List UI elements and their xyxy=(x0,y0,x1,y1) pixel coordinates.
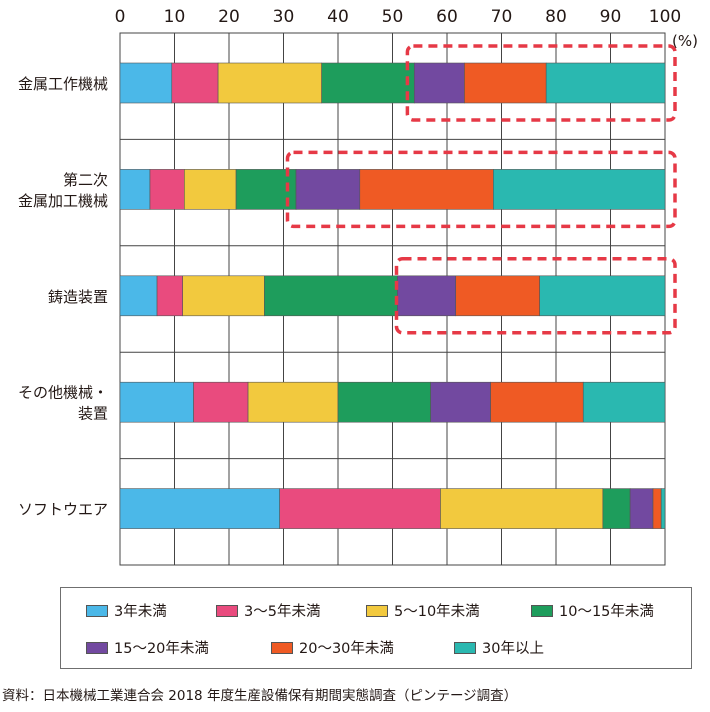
bar-segment xyxy=(321,62,415,104)
legend-item-20-30yr: 20〜30年未満 xyxy=(271,637,394,658)
highlight-box xyxy=(405,44,677,122)
bar-segment xyxy=(217,62,322,104)
legend-swatch xyxy=(366,604,388,617)
category-label: 金属工作機械 xyxy=(18,75,108,93)
legend-label: 5〜10年未満 xyxy=(394,604,480,620)
bar-segment xyxy=(545,62,666,104)
legend-swatch xyxy=(531,604,553,617)
bar-segment xyxy=(119,275,158,317)
legend-item-10-15yr: 10〜15年未満 xyxy=(531,600,654,621)
x-tick-label: 30 xyxy=(273,7,295,27)
x-tick-label: 70 xyxy=(491,7,513,27)
bar-segment xyxy=(660,488,666,529)
bar-segment xyxy=(337,381,431,423)
bar-segment xyxy=(455,275,540,317)
bar-segment xyxy=(184,169,237,210)
bar-segment xyxy=(119,488,280,529)
legend-label: 3〜5年未満 xyxy=(244,604,321,620)
legend-label: 20〜30年未満 xyxy=(299,641,394,657)
x-tick-label: 80 xyxy=(545,7,567,27)
bar-segment xyxy=(279,488,441,529)
bar-segment xyxy=(247,381,339,423)
bar-segment xyxy=(490,381,584,423)
bar-segment xyxy=(156,275,183,317)
legend-swatch xyxy=(271,641,293,654)
x-tick-label: 100 xyxy=(649,7,681,27)
bar-segment xyxy=(440,488,604,529)
legend-item-5-10yr: 5〜10年未満 xyxy=(366,600,480,621)
x-tick-label: 20 xyxy=(218,7,240,27)
legend-swatch xyxy=(454,641,476,654)
bar-segment xyxy=(397,275,457,317)
legend-label: 15〜20年未満 xyxy=(114,641,209,657)
bar-segment xyxy=(119,62,173,104)
bar-segment xyxy=(582,381,666,423)
category-label: その他機械・ xyxy=(18,384,108,402)
bar-segment xyxy=(119,169,151,210)
axis-unit-label: (%) xyxy=(672,32,698,50)
bar-segment xyxy=(295,169,361,210)
legend-swatch xyxy=(216,604,238,617)
x-tick-label: 40 xyxy=(327,7,349,27)
legend-item-15-20yr: 15〜20年未満 xyxy=(86,637,209,658)
legend-label: 3年未満 xyxy=(114,604,167,620)
x-tick-label: 10 xyxy=(164,7,186,27)
legend-label: 30年以上 xyxy=(482,641,544,657)
category-label: 金属加工機械 xyxy=(18,192,108,210)
legend-swatch xyxy=(86,604,108,617)
bar-segment xyxy=(413,62,465,104)
legend-swatch xyxy=(86,641,108,654)
bar-segment xyxy=(493,169,666,210)
bar-segment xyxy=(539,275,666,317)
bar-segment xyxy=(602,488,631,529)
chart-legend: 3年未満 3〜5年未満 5〜10年未満 10〜15年未満 15〜20年未満 20… xyxy=(60,587,692,669)
legend-item-3yr: 3年未満 xyxy=(86,600,167,621)
x-tick-label: 50 xyxy=(382,7,404,27)
category-label: 第二次 xyxy=(63,171,108,189)
legend-item-30yr-plus: 30年以上 xyxy=(454,637,544,658)
bar-segment xyxy=(193,381,249,423)
category-label: 装置 xyxy=(78,405,108,423)
legend-label: 10〜15年未満 xyxy=(559,604,654,620)
bar-segment xyxy=(182,275,265,317)
highlight-box xyxy=(394,257,677,335)
bar-segment xyxy=(464,62,547,104)
x-tick-label: 90 xyxy=(600,7,622,27)
highlight-box xyxy=(285,150,677,229)
x-tick-label: 60 xyxy=(436,7,458,27)
bar-segment xyxy=(171,62,219,104)
bar-segment xyxy=(652,488,662,529)
bar-segment xyxy=(149,169,185,210)
x-tick-label: 0 xyxy=(115,7,126,27)
category-label: 鋳造装置 xyxy=(48,288,108,306)
bar-segment xyxy=(119,381,194,423)
legend-item-3-5yr: 3〜5年未満 xyxy=(216,600,320,621)
bar-segment xyxy=(430,381,491,423)
source-note: 資料：日本機械工業連合会 2018 年度生産設備保有期間実態調査（ピンテージ調査… xyxy=(2,688,518,704)
bar-segment xyxy=(264,275,398,317)
stacked-bar-chart: 0 10 20 30 40 50 60 70 80 90 100 (%) 金属工作機械第二次金属加工機械… xyxy=(18,7,698,566)
bar-segment xyxy=(629,488,654,529)
bar-segment xyxy=(359,169,494,210)
category-label: ソフトウエア xyxy=(18,501,108,519)
